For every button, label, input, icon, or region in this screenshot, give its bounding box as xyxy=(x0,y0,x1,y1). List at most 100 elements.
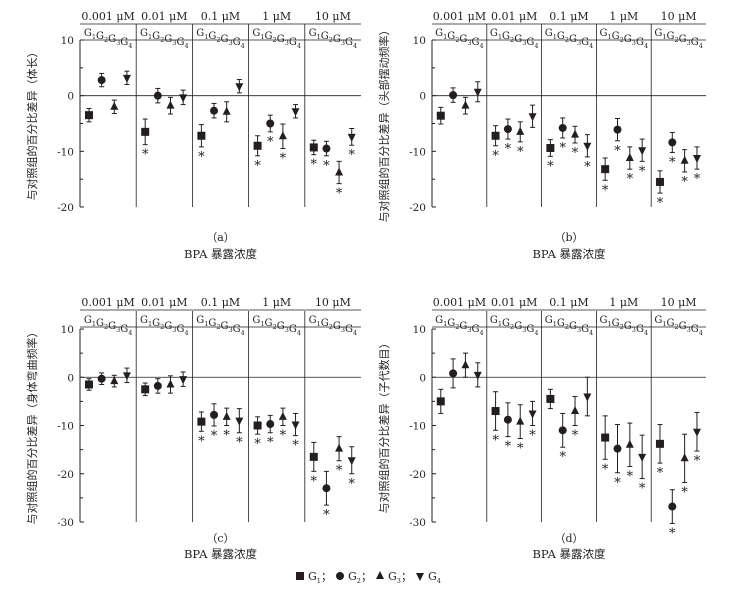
panel-label: （d） xyxy=(554,532,583,545)
data-point-g1 xyxy=(655,439,664,448)
data-point-g1 xyxy=(601,433,610,442)
data-point-g4 xyxy=(583,393,592,402)
data-point-g4 xyxy=(692,155,701,164)
significance-star: * xyxy=(614,476,621,491)
group-labels: G1G2G3G4 xyxy=(600,315,649,337)
data-point-g2 xyxy=(668,138,677,147)
data-point-g3 xyxy=(335,167,344,176)
data-point-g2 xyxy=(558,123,567,132)
legend-label: G2； xyxy=(348,570,372,585)
data-point-g3 xyxy=(110,376,119,385)
panel-label: （c） xyxy=(206,532,234,545)
concentration-label: 10 μM xyxy=(661,10,697,23)
concentration-label: 0.01 μM xyxy=(141,10,187,23)
x-axis-title: BPA 暴露浓度 xyxy=(532,247,606,261)
group-labels: G1G2G3G4 xyxy=(600,28,649,50)
data-point-g3 xyxy=(680,155,689,164)
concentration-label: 1 μM xyxy=(262,10,291,23)
legend-label: G4 xyxy=(428,570,441,585)
y-tick-label: -20 xyxy=(57,469,74,481)
data-point-g4 xyxy=(528,113,537,122)
data-point-g2 xyxy=(322,484,331,493)
chart-panel-4: 10 0 -10 -20 -30 0.001 μM G1G2G3G4 0.01 μM G1G2G… xyxy=(377,296,706,561)
significance-star: * xyxy=(529,429,536,444)
significance-star: * xyxy=(669,526,676,541)
significance-star: * xyxy=(254,437,261,452)
y-tick-label: -30 xyxy=(57,517,74,529)
significance-star: * xyxy=(292,439,299,454)
y-tick-label: 10 xyxy=(61,324,74,336)
significance-star: * xyxy=(267,436,274,451)
significance-star: * xyxy=(584,160,591,175)
data-point-g3 xyxy=(571,406,580,415)
data-point-g2 xyxy=(266,420,275,429)
y-tick-label: 0 xyxy=(419,372,426,384)
significance-star: * xyxy=(669,155,676,170)
concentration-label: 1 μM xyxy=(262,296,291,309)
data-point-g1 xyxy=(84,380,93,389)
data-point-g4 xyxy=(347,457,356,466)
concentration-label: 0.01 μM xyxy=(491,10,537,23)
data-point-g3 xyxy=(516,416,525,425)
data-point-g2 xyxy=(153,91,162,100)
data-point-g1 xyxy=(601,165,610,174)
group-labels: G1G2G3G4 xyxy=(140,28,189,50)
group-labels: G1G2G3G4 xyxy=(545,28,594,50)
legend: G1； G2； G3； G4 xyxy=(296,570,441,585)
legend-label: G3； xyxy=(388,570,412,585)
data-point-g2 xyxy=(449,369,458,378)
data-point-g2 xyxy=(558,426,567,435)
y-tick-label: 0 xyxy=(67,91,74,103)
significance-star: * xyxy=(657,196,664,211)
data-point-g4 xyxy=(235,417,244,426)
data-point-g3 xyxy=(222,411,231,420)
significance-star: * xyxy=(639,164,646,179)
significance-star: * xyxy=(505,440,512,455)
significance-star: * xyxy=(254,159,261,174)
data-point-g4 xyxy=(179,94,188,103)
significance-star: * xyxy=(323,159,330,174)
chart-panel-2: 10 0 -10 -20 0.001 μM G1G2G3G4 0.01 μM G1G2G3G4… xyxy=(377,10,706,261)
data-point-g2 xyxy=(153,381,162,390)
significance-star: * xyxy=(492,433,499,448)
group-labels: G1G2G3G4 xyxy=(252,28,301,50)
data-point-g3 xyxy=(516,126,525,135)
significance-star: * xyxy=(336,464,343,479)
significance-star: * xyxy=(517,442,524,457)
concentration-label: 10 μM xyxy=(315,10,351,23)
significance-star: * xyxy=(223,429,230,444)
significance-star: * xyxy=(211,429,218,444)
data-point-g3 xyxy=(335,443,344,452)
group-labels: G1G2G3G4 xyxy=(309,315,358,337)
data-point-g2 xyxy=(266,119,275,128)
group-labels: G1G2G3G4 xyxy=(654,28,703,50)
significance-star: * xyxy=(657,466,664,481)
data-point-g1 xyxy=(197,417,206,426)
legend-item-1: G1； xyxy=(296,570,332,585)
group-labels: G1G2G3G4 xyxy=(84,28,133,50)
significance-star: * xyxy=(198,434,205,449)
group-labels: G1G2G3G4 xyxy=(545,315,594,337)
group-labels: G1G2G3G4 xyxy=(309,28,358,50)
panels: 10 0 -10 -20 0.001 μM G1G2G3G4 0.01 μM G1G2G3G4… xyxy=(25,10,706,561)
legend-item-4: G4 xyxy=(416,570,441,585)
significance-star: * xyxy=(198,150,205,165)
data-point-g4 xyxy=(291,421,300,430)
y-tick-label: -10 xyxy=(57,146,74,158)
y-tick-label: -10 xyxy=(57,421,74,433)
concentration-label: 0.1 μM xyxy=(549,10,588,23)
significance-star: * xyxy=(602,462,609,477)
data-point-g2 xyxy=(613,125,622,134)
data-point-g3 xyxy=(461,360,470,369)
data-point-g3 xyxy=(278,131,287,140)
significance-star: * xyxy=(348,148,355,163)
data-point-g2 xyxy=(449,91,458,100)
concentration-label: 0.1 μM xyxy=(201,10,240,23)
data-point-g2 xyxy=(322,144,331,153)
data-point-g3 xyxy=(680,453,689,462)
concentration-label: 0.01 μM xyxy=(141,296,187,309)
significance-star: * xyxy=(572,429,579,444)
significance-star: * xyxy=(311,474,318,489)
data-point-g1 xyxy=(141,127,150,136)
